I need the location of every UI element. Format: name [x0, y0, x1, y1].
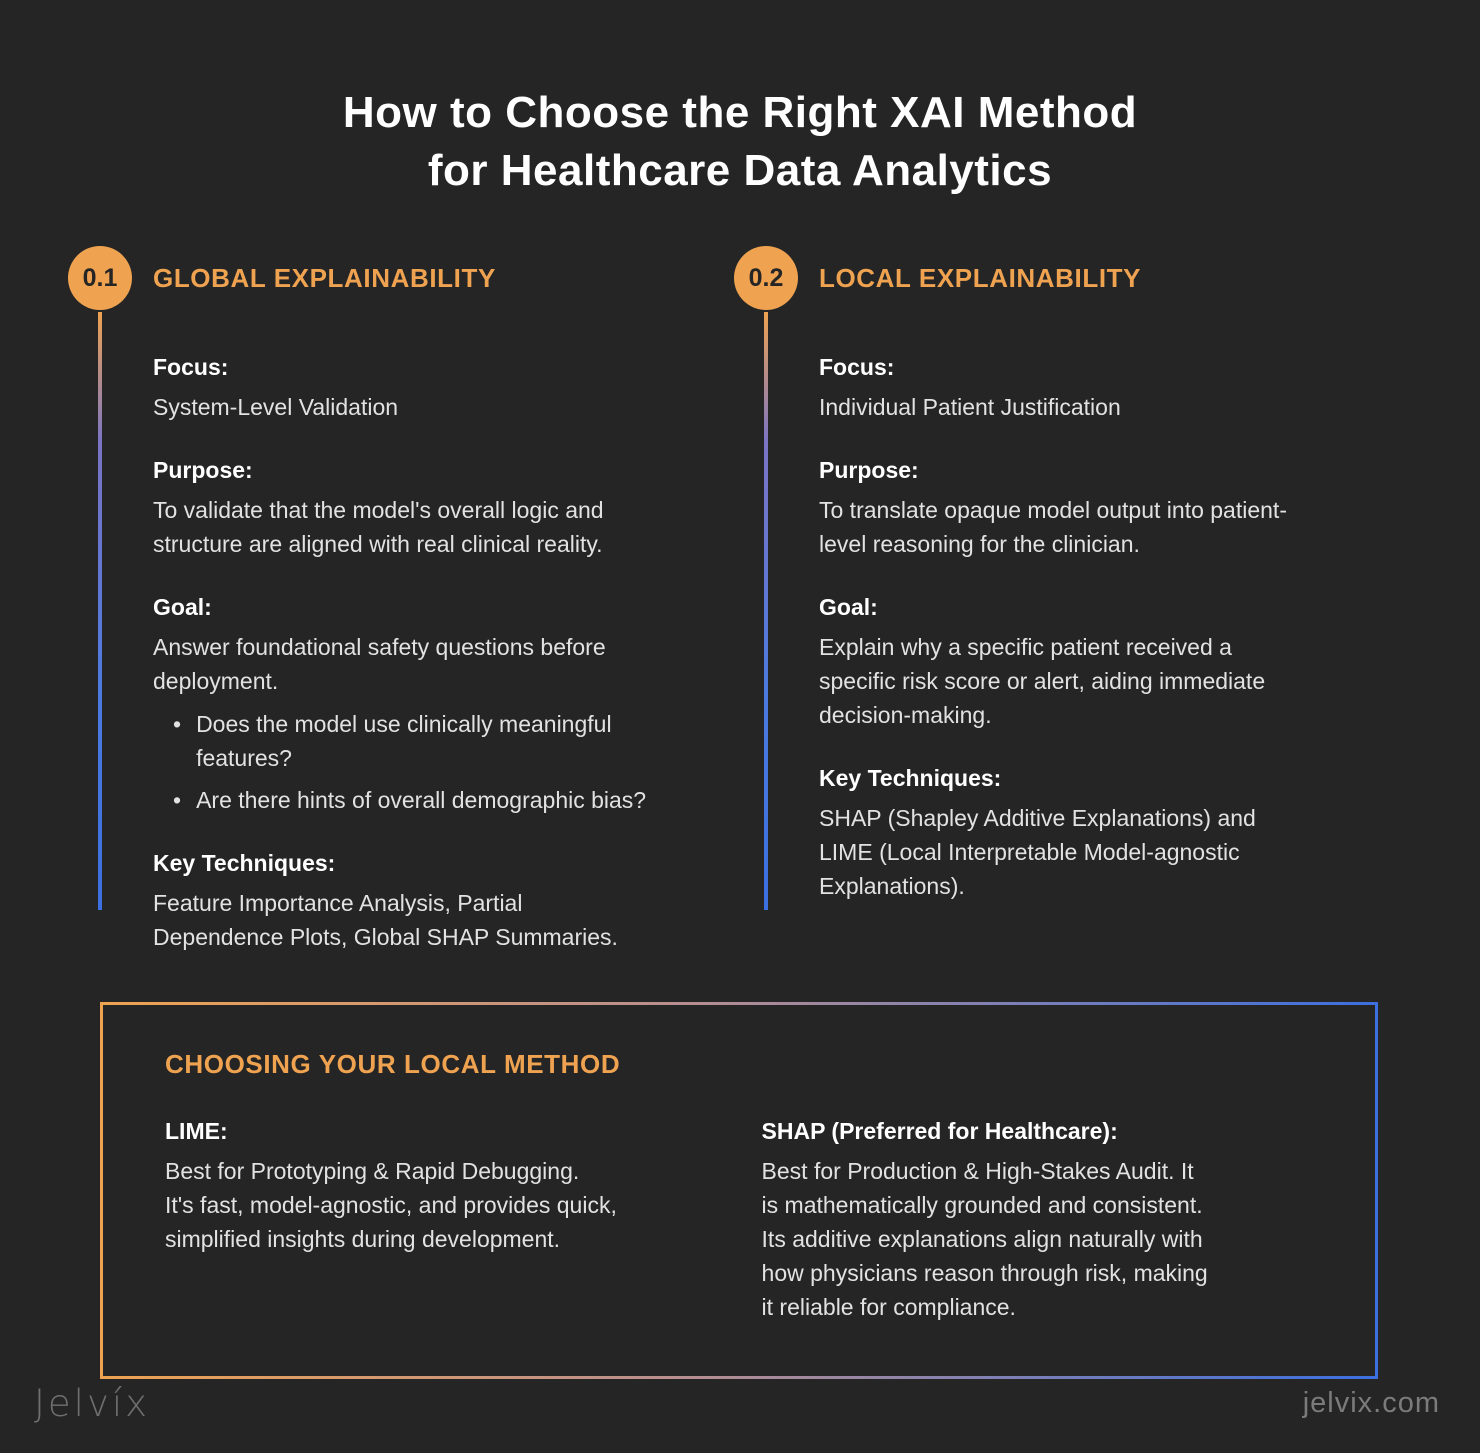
- page-title-line-2: for Healthcare Data Analytics: [427, 146, 1053, 195]
- column-local-explainability: 0.2 LOCAL EXPLAINABILITY Focus: Individu…: [734, 246, 1400, 954]
- goal-label: Goal:: [153, 594, 212, 620]
- focus-body: Individual Patient Justification: [819, 394, 1121, 420]
- goal-bullets: • Does the model use clinically meaningf…: [153, 707, 715, 817]
- key-techniques-label: Key Techniques:: [819, 765, 1002, 791]
- page-title: How to Choose the Right XAI Method for H…: [0, 0, 1480, 200]
- focus-section: Focus: System-Level Validation: [153, 354, 715, 424]
- column-header: 0.1 GLOBAL EXPLAINABILITY: [68, 246, 734, 310]
- step-badge-02: 0.2: [734, 246, 798, 310]
- shap-label: SHAP (Preferred for Healthcare):: [761, 1118, 1118, 1144]
- footer: Jelvíx jelvix.com: [0, 1382, 1480, 1425]
- website-url: jelvix.com: [1302, 1387, 1440, 1419]
- focus-label: Focus:: [819, 354, 895, 380]
- purpose-section: Purpose: To validate that the model's ov…: [153, 457, 715, 561]
- column-content: Focus: System-Level Validation Purpose: …: [153, 310, 715, 954]
- goal-label: Goal:: [819, 594, 878, 620]
- goal-body: Answer foundational safety questions bef…: [153, 634, 606, 694]
- page-title-line-1: How to Choose the Right XAI Method: [342, 88, 1138, 137]
- lime-body: Best for Prototyping & Rapid Debugging. …: [165, 1158, 617, 1252]
- jelvix-logo: Jelvíx: [34, 1382, 151, 1425]
- local-explainability-heading: LOCAL EXPLAINABILITY: [819, 262, 1142, 293]
- method-comparison-columns: LIME: Best for Prototyping & Rapid Debug…: [165, 1118, 1315, 1324]
- list-item: • Are there hints of overall demographic…: [153, 783, 715, 817]
- lime-label: LIME:: [165, 1118, 228, 1144]
- key-techniques-section: Key Techniques: Feature Importance Analy…: [153, 850, 715, 954]
- goal-section: Goal: Explain why a specific patient rec…: [819, 594, 1397, 732]
- explainability-columns: 0.1 GLOBAL EXPLAINABILITY Focus: System-…: [0, 246, 1480, 954]
- column-header: 0.2 LOCAL EXPLAINABILITY: [734, 246, 1400, 310]
- key-techniques-section: Key Techniques: SHAP (Shapley Additive E…: [819, 765, 1397, 903]
- goal-body: Explain why a specific patient received …: [819, 634, 1266, 728]
- purpose-section: Purpose: To translate opaque model outpu…: [819, 457, 1397, 561]
- shap-column: SHAP (Preferred for Healthcare): Best fo…: [762, 1118, 1315, 1324]
- column-global-explainability: 0.1 GLOBAL EXPLAINABILITY Focus: System-…: [68, 246, 734, 954]
- goal-section: Goal: Answer foundational safety questio…: [153, 594, 715, 817]
- purpose-body: To translate opaque model output into pa…: [819, 497, 1287, 557]
- connector-line: [764, 312, 768, 910]
- choosing-method-box-border: CHOOSING YOUR LOCAL METHOD LIME: Best fo…: [100, 1002, 1378, 1379]
- choosing-method-box: CHOOSING YOUR LOCAL METHOD LIME: Best fo…: [103, 1005, 1375, 1376]
- choosing-method-heading: CHOOSING YOUR LOCAL METHOD: [165, 1049, 621, 1079]
- bullet-icon: •: [173, 787, 182, 813]
- key-techniques-body: Feature Importance Analysis, Partial Dep…: [153, 890, 618, 950]
- key-techniques-label: Key Techniques:: [153, 850, 336, 876]
- focus-body: System-Level Validation: [153, 394, 399, 420]
- shap-body: Best for Production & High-Stakes Audit.…: [761, 1158, 1208, 1320]
- purpose-label: Purpose:: [819, 457, 919, 483]
- purpose-body: To validate that the model's overall log…: [153, 497, 604, 557]
- bullet-text: Does the model use clinically meaningful…: [196, 711, 612, 771]
- connector-line: [98, 312, 102, 910]
- purpose-label: Purpose:: [153, 457, 253, 483]
- global-explainability-heading: GLOBAL EXPLAINABILITY: [153, 262, 496, 293]
- bullet-icon: •: [173, 711, 182, 737]
- lime-column: LIME: Best for Prototyping & Rapid Debug…: [165, 1118, 689, 1324]
- focus-label: Focus:: [153, 354, 229, 380]
- list-item: • Does the model use clinically meaningf…: [153, 707, 715, 775]
- column-content: Focus: Individual Patient Justification …: [819, 310, 1397, 903]
- key-techniques-body: SHAP (Shapley Additive Explanations) and…: [819, 805, 1256, 899]
- focus-section: Focus: Individual Patient Justification: [819, 354, 1397, 424]
- step-badge-01: 0.1: [68, 246, 132, 310]
- bullet-text: Are there hints of overall demographic b…: [196, 787, 647, 813]
